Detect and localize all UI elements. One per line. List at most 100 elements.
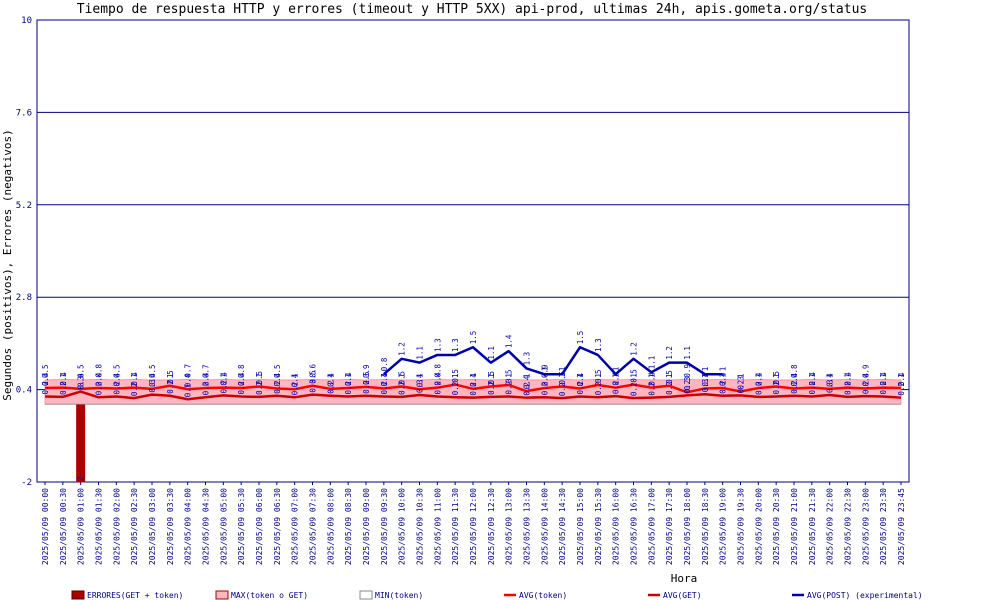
x-tick-label: 2025/05/09 22:30 [844,488,853,565]
avg-post-point-label: 1.1 [683,346,692,360]
max-point-label: 0.5 [41,364,50,378]
avg-post-point-label: 1.3 [451,338,460,352]
avg-post-point-label: 1 [540,367,549,372]
legend-label: MIN(token) [375,591,423,600]
max-point-label: 0.9 [683,364,692,378]
avg-token-point-label: 0.4 [59,372,68,386]
legend-swatch [359,590,373,600]
x-tick-label: 2025/05/09 06:00 [255,488,264,565]
avg-post-point-label: 1.1 [416,346,425,360]
avg-get-point-label: 0.2 [808,381,817,395]
x-tick-label: 2025/05/09 10:30 [416,488,425,565]
avg-post-point-label: 1.2 [398,342,407,356]
avg-token-point-label: 0.4 [701,372,710,386]
avg-get-point-label: 0.2 [790,380,799,394]
avg-get-point-label: 0.2 [647,382,656,396]
y-axis-label: Segundos (positivos), Errores (negativos… [1,129,14,401]
x-tick-label: 2025/05/09 09:00 [362,488,371,565]
x-tick-label: 2025/05/09 09:30 [380,488,389,565]
avg-get-point-label: 0.1 [184,384,193,398]
max-point-label: 0.5 [148,364,157,378]
max-point-label: 0.7 [202,364,211,378]
x-tick-label: 2025/05/09 14:00 [540,488,549,565]
avg-get-point-label: 0.2 [754,381,763,395]
avg-get-point-label: 0.2 [897,382,906,396]
x-tick-label: 2025/05/09 05:00 [219,488,228,565]
avg-token-point-label: 0.4 [576,372,585,386]
avg-token-point-label: 0.5 [772,371,781,385]
avg-get-point-label: 0.2 [433,381,442,395]
avg-token-point-label: 0.4 [808,372,817,386]
avg-get-point-label: 0.2 [219,380,228,394]
avg-token-point-label: 0.4 [273,372,282,386]
x-tick-label: 2025/05/09 04:30 [202,488,211,565]
x-tick-label: 2025/05/09 07:00 [291,488,300,565]
avg-post-point-label: 1 [612,367,621,372]
avg-token-point-label: 0.4 [433,372,442,386]
max-point-label: 1 [558,373,567,378]
avg-get-point-label: 0.2 [558,383,567,397]
max-point-label: 1 [505,373,514,378]
max-point-label: 1 [398,373,407,378]
x-tick-label: 2025/05/09 02:00 [112,488,121,565]
avg-token-line [44,383,902,394]
avg-token-point-label: 0.4 [416,373,425,387]
avg-token-point-label: 0.4 [344,372,353,386]
avg-get-point-label: 0.2 [861,381,870,395]
chart-title: Tiempo de respuesta HTTP y errores (time… [77,2,868,17]
max-point-label: 0.9 [861,364,870,378]
max-point-label: 1 [130,373,139,378]
max-point-label: 1 [219,373,228,378]
x-tick-label: 2025/05/09 15:00 [576,488,585,565]
max-point-label: 1 [416,373,425,378]
avg-post-line [383,346,723,376]
max-point-label: 1 [737,373,746,378]
x-tick-label: 2025/05/09 16:30 [630,488,639,565]
avg-token-point-label: 0.5 [309,370,318,384]
avg-post-point-label: 1.2 [630,342,639,356]
avg-token-point-label: 0.4 [897,372,906,386]
max-point-label: 1 [291,373,300,378]
x-tick-label: 2025/05/09 17:00 [647,488,656,565]
x-tick-label: 2025/05/09 18:30 [701,488,710,565]
legend-swatch [71,590,85,600]
avg-get-point-label: 0.2 [469,382,478,396]
x-tick-label: 2025/05/09 04:00 [184,488,193,565]
x-tick-label: 2025/05/09 18:00 [683,488,692,565]
max-point-label: 0.9 [540,364,549,378]
avg-get-point-label: 0.2 [505,381,514,395]
avg-token-point-label: 0.4 [861,372,870,386]
avg-get-point-label: 0.2 [594,382,603,396]
avg-token-point-label: 0.4 [469,373,478,387]
avg-token-point-label: 0.5 [505,369,514,383]
avg-token-point-label: 0.4 [326,373,335,387]
x-tick-label: 2025/05/09 22:00 [826,488,835,565]
y-tick-label: 0.4 [16,386,32,396]
x-tick-label: 2025/05/09 13:00 [505,488,514,565]
x-tick-label: 2025/05/09 08:00 [326,488,335,565]
y-tick-label: 2.8 [16,293,32,303]
legend-label: AVG(GET) [663,591,702,600]
avg-token-point-label: 0.5 [630,369,639,383]
max-point-label: 1 [647,373,656,378]
avg-token-point-label: 0.4 [95,372,104,386]
avg-token-point-label: 0.4 [540,372,549,386]
avg-token-point-label: 0.5 [665,370,674,384]
avg-get-point-label: 0.2 [130,383,139,397]
max-point-label: 0.7 [184,364,193,378]
max-point-label: 0.8 [95,364,104,378]
avg-token-point-label: 0.4 [719,372,728,386]
x-tick-label: 2025/05/09 01:00 [77,488,86,565]
avg-get-point-label: 0.2 [362,380,371,394]
avg-token-point-label: 0.4 [184,373,193,387]
avg-post-point-label: 1.1 [647,356,656,370]
avg-token-point-label: 0.4 [826,373,835,387]
x-tick-label: 2025/05/09 17:30 [665,488,674,565]
x-tick-label: 2025/05/09 11:00 [433,488,442,565]
avg-token-point-label: 0.4 [77,373,86,387]
x-tick-label: 2025/05/09 00:30 [59,488,68,565]
x-tick-label: 2025/05/09 12:00 [469,488,478,565]
x-tick-label: 2025/05/09 23:00 [861,488,870,565]
avg-get-point-label: 0.2 [719,380,728,394]
x-tick-label: 2025/05/09 07:30 [309,488,318,565]
